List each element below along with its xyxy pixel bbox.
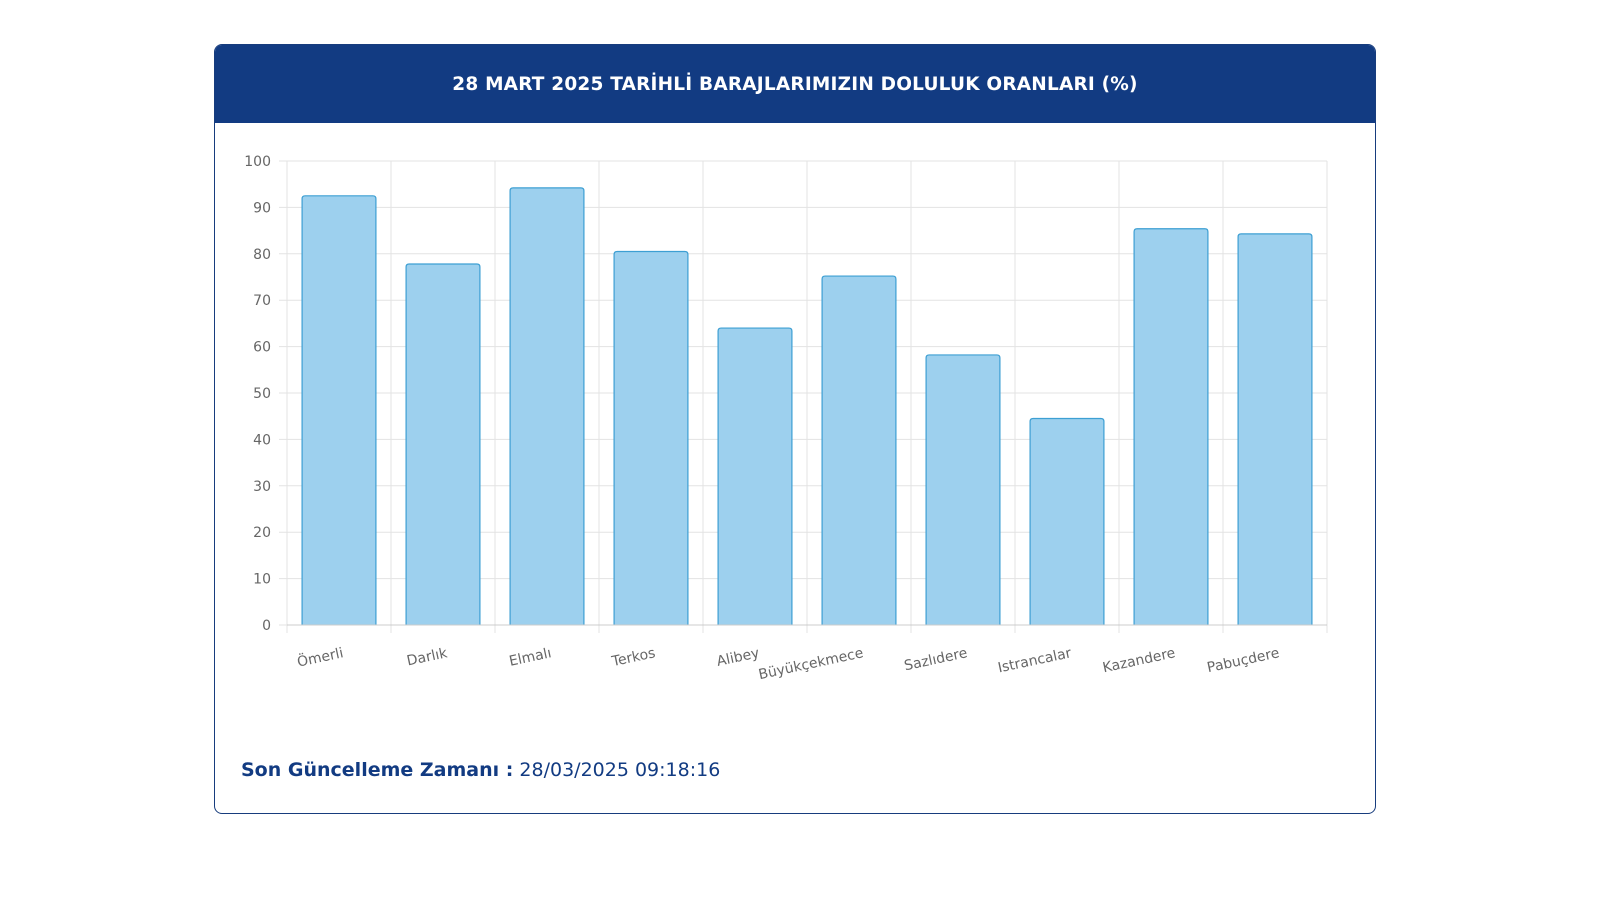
x-tick-label: Kazandere <box>1101 645 1177 676</box>
bar-elmalı[interactable] <box>509 187 585 625</box>
last-update-label: Son Güncelleme Zamanı : <box>241 759 514 781</box>
bar-darlık[interactable] <box>405 263 481 625</box>
y-tick-label: 40 <box>253 432 271 448</box>
bar-sazlıdere[interactable] <box>925 354 1001 625</box>
bar-alibey[interactable] <box>717 327 793 625</box>
y-tick-label: 30 <box>253 479 271 495</box>
bar-istrancalar[interactable] <box>1029 417 1105 625</box>
y-tick-label: 0 <box>262 618 271 634</box>
chart-title: 28 MART 2025 TARİHLİ BARAJLARIMIZIN DOLU… <box>452 73 1138 95</box>
y-tick-label: 60 <box>253 340 271 356</box>
x-tick-label: Pabuçdere <box>1206 645 1281 676</box>
bar-chart: 0 10 20 30 40 50 60 70 80 90 100 Ömerli Darlık Elmalı… <box>244 154 1328 683</box>
x-tick-label: Elmalı <box>508 645 553 670</box>
x-tick-label: Sazlıdere <box>903 645 969 674</box>
y-tick-label: 100 <box>244 154 271 170</box>
bar-pabuçdere[interactable] <box>1237 233 1313 625</box>
bars <box>301 187 1313 625</box>
x-tick-label: Alibey <box>715 645 761 670</box>
chart-card: 28 MART 2025 TARİHLİ BARAJLARIMIZIN DOLU… <box>214 44 1376 814</box>
x-tick-label: Istrancalar <box>997 645 1074 676</box>
y-tick-label: 20 <box>253 525 271 541</box>
last-update-timestamp: 28/03/2025 09:18:16 <box>519 759 721 781</box>
bar-terkos[interactable] <box>613 250 689 625</box>
x-tick-label: Terkos <box>609 645 656 670</box>
card-header: 28 MART 2025 TARİHLİ BARAJLARIMIZIN DOLU… <box>215 45 1375 123</box>
y-tick-label: 70 <box>253 293 271 309</box>
x-tick-label: Ömerli <box>295 643 345 670</box>
y-tick-label: 90 <box>253 200 271 216</box>
bar-ömerli[interactable] <box>301 195 377 625</box>
bar-kazandere[interactable] <box>1133 228 1209 625</box>
y-tick-label: 80 <box>253 247 271 263</box>
y-tick-label: 50 <box>253 386 271 402</box>
bar-büyükçekmece[interactable] <box>821 275 897 625</box>
x-tick-label: Darlık <box>405 645 449 669</box>
y-tick-label: 10 <box>253 572 271 588</box>
last-update: Son Güncelleme Zamanı : 28/03/2025 09:18… <box>241 759 720 781</box>
x-tick-label: Büyükçekmece <box>757 645 865 683</box>
